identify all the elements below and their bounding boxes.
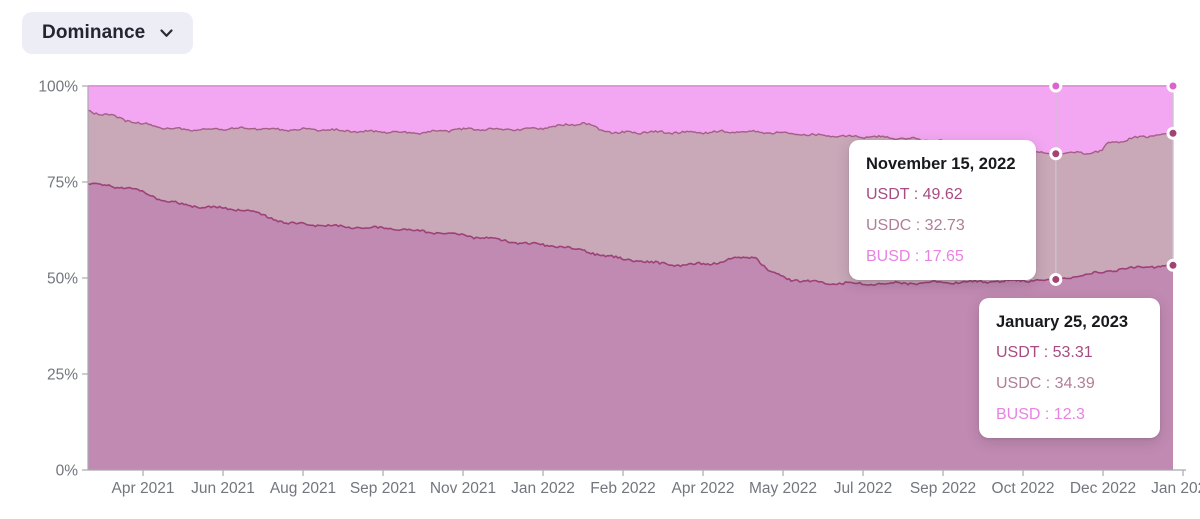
svg-text:Jun 2021: Jun 2021	[191, 480, 255, 497]
svg-text:Jan 2022: Jan 2022	[511, 480, 575, 497]
tooltip-row-busd: BUSD : 12.3	[996, 406, 1085, 423]
tooltip-row-usdc: USDC : 34.39	[996, 375, 1095, 392]
tooltip-date: January 25, 2023	[996, 313, 1129, 331]
svg-text:25%: 25%	[47, 367, 78, 384]
tooltip-row-usdt: USDT : 53.31	[996, 344, 1093, 361]
svg-text:Oct 2022: Oct 2022	[992, 480, 1055, 497]
svg-text:0%: 0%	[56, 463, 79, 480]
svg-text:Apr 2021: Apr 2021	[112, 480, 175, 497]
svg-text:Aug 2021: Aug 2021	[270, 480, 336, 497]
svg-text:Nov 2021: Nov 2021	[430, 480, 496, 497]
svg-text:Sep 2022: Sep 2022	[910, 480, 976, 497]
tooltip-row-usdc: USDC : 32.73	[866, 217, 965, 234]
svg-text:50%: 50%	[47, 271, 78, 288]
svg-text:100%: 100%	[38, 79, 78, 96]
svg-text:May 2022: May 2022	[749, 480, 817, 497]
svg-text:Jul 2022: Jul 2022	[834, 480, 893, 497]
svg-text:Apr 2022: Apr 2022	[672, 480, 735, 497]
svg-text:Sep 2021: Sep 2021	[350, 480, 416, 497]
dominance-dropdown-label: Dominance	[42, 22, 146, 43]
svg-text:Jan 2023: Jan 2023	[1151, 480, 1200, 497]
tooltip-row-busd: BUSD : 17.65	[866, 248, 964, 265]
svg-text:Dec 2022: Dec 2022	[1070, 480, 1136, 497]
dominance-dropdown-button[interactable]: Dominance	[22, 12, 194, 54]
chevron-down-icon	[160, 28, 173, 38]
tooltip-row-usdt: USDT : 49.62	[866, 186, 963, 203]
tooltip-november: November 15, 2022 USDT : 49.62 USDC : 32…	[849, 140, 1036, 280]
tooltip-date: November 15, 2022	[866, 155, 1016, 173]
svg-text:75%: 75%	[47, 175, 78, 192]
tooltip-january: January 25, 2023 USDT : 53.31 USDC : 34.…	[979, 298, 1160, 438]
svg-text:Feb 2022: Feb 2022	[590, 480, 656, 497]
